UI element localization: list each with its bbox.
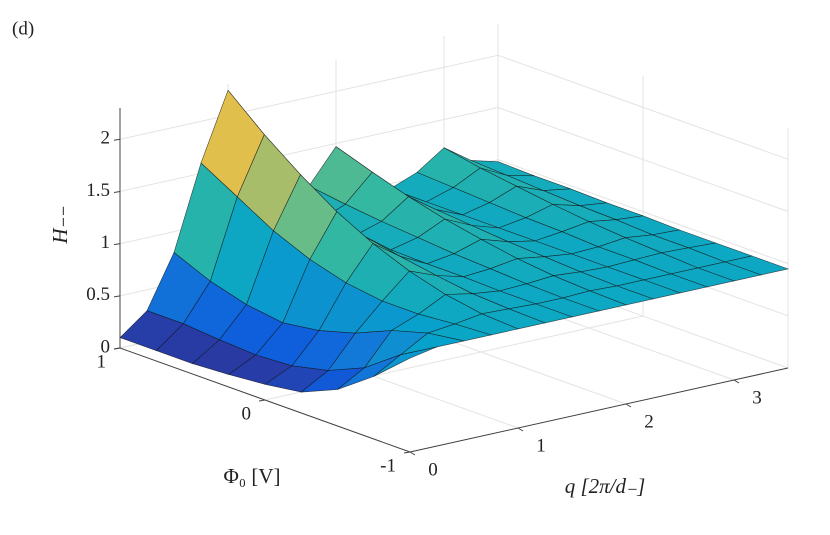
tick-mark [113, 347, 121, 350]
x-tick-label: 2 [644, 411, 654, 432]
tick-mark [113, 190, 121, 193]
tick-mark [113, 138, 121, 141]
tick-mark [409, 451, 416, 456]
z-tick-label: 1.5 [86, 180, 110, 201]
grid-line [497, 107, 789, 212]
tick-mark [517, 427, 524, 432]
grid-line [119, 54, 499, 140]
x-axis-label: q [2π/d₋] [565, 474, 646, 498]
tick-mark [113, 295, 121, 298]
x-tick-label: 1 [536, 435, 546, 456]
x-tick-label: 3 [752, 387, 762, 408]
x-tick-label: 0 [428, 459, 438, 480]
z-tick-label: 0.5 [86, 284, 110, 305]
surface-face [373, 346, 438, 377]
grid-line [497, 159, 789, 265]
tick-mark [403, 451, 411, 454]
y-tick-label: 1 [97, 351, 107, 372]
y-tick-label: -1 [380, 455, 396, 476]
tick-mark [625, 403, 632, 408]
y-tick-label: 0 [242, 403, 252, 424]
z-tick-label: 2 [101, 128, 111, 149]
grid-line [119, 106, 499, 192]
grid-line [497, 54, 789, 160]
tick-mark [113, 243, 121, 246]
tick-mark [733, 379, 740, 384]
z-axis-label: H₋₋ [48, 206, 72, 244]
tick-mark [258, 399, 266, 402]
axis-line [409, 367, 789, 453]
z-tick-label: 1 [101, 232, 111, 253]
panel-label: (d) [12, 18, 34, 39]
y-axis-label: Φ₀ [V] [223, 464, 280, 488]
z-tick-label: 0 [101, 336, 111, 357]
